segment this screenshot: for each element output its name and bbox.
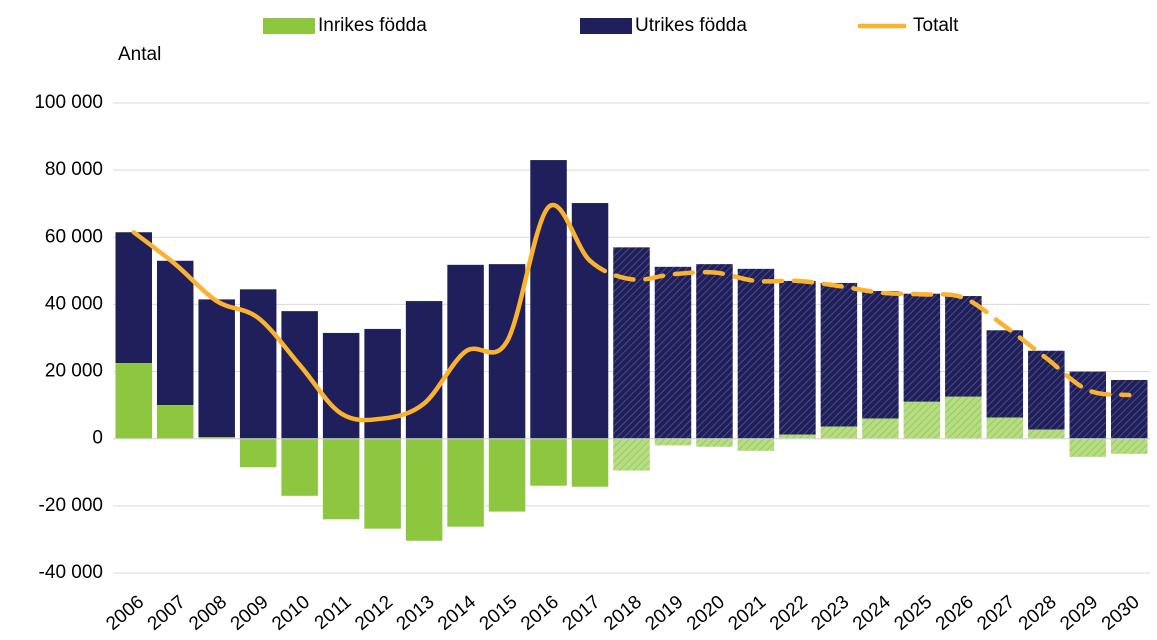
bar xyxy=(862,418,899,439)
x-tick-label: 2027 xyxy=(973,592,1019,635)
bar xyxy=(198,299,235,438)
x-tick-label: 2030 xyxy=(1098,592,1144,635)
bar xyxy=(1111,379,1148,439)
x-tick-label: 2022 xyxy=(766,592,812,635)
y-tick-label: 0 xyxy=(92,428,103,449)
x-tick-label: 2026 xyxy=(932,592,978,635)
bar xyxy=(1028,350,1065,430)
legend-swatch xyxy=(263,18,315,34)
y-tick-label: -20 000 xyxy=(39,495,103,516)
x-tick-label: 2025 xyxy=(890,592,936,635)
y-axis-label: Antal xyxy=(118,44,161,65)
bar xyxy=(779,280,816,435)
x-tick-label: 2011 xyxy=(311,592,356,634)
bar xyxy=(281,438,318,496)
bar xyxy=(281,311,318,439)
bar xyxy=(156,260,194,406)
bar xyxy=(613,438,650,471)
line xyxy=(131,202,593,423)
bar xyxy=(737,268,775,439)
bar xyxy=(322,332,360,439)
x-tick-label: 2017 xyxy=(559,592,605,635)
legend-label: Inrikes födda xyxy=(318,15,427,36)
bar xyxy=(696,438,733,447)
x-tick-label: 2023 xyxy=(807,592,853,635)
x-tick-label: 2021 xyxy=(724,592,770,635)
bar xyxy=(364,438,401,529)
y-tick-label: 80 000 xyxy=(45,159,103,180)
bar xyxy=(737,438,775,451)
line xyxy=(587,258,1132,398)
bar xyxy=(239,438,277,468)
bar xyxy=(239,289,277,439)
legend-label: Utrikes födda xyxy=(635,15,747,36)
bar xyxy=(1111,438,1148,454)
bar xyxy=(862,291,899,419)
bar xyxy=(198,437,235,439)
x-tick-label: 2016 xyxy=(517,592,563,635)
y-tick-label: 100 000 xyxy=(34,92,103,113)
bar xyxy=(364,328,401,439)
x-tick-label: 2013 xyxy=(393,592,439,635)
bar xyxy=(820,282,858,427)
x-tick-label: 2012 xyxy=(351,592,397,635)
x-tick-label: 2014 xyxy=(434,591,480,635)
bar xyxy=(696,264,733,439)
bar xyxy=(986,417,1024,439)
x-tick-label: 2019 xyxy=(642,592,688,635)
bar xyxy=(654,438,692,446)
bar xyxy=(447,438,484,527)
legend-swatch xyxy=(580,18,632,34)
x-tick-label: 2024 xyxy=(849,591,895,635)
x-tick-label: 2018 xyxy=(600,592,646,635)
bar xyxy=(1069,438,1107,457)
bar xyxy=(488,438,526,512)
x-tick-label: 2006 xyxy=(102,592,148,635)
x-tick-label: 2008 xyxy=(185,592,231,635)
y-tick-label: 40 000 xyxy=(45,293,103,314)
bar xyxy=(945,396,982,439)
bar xyxy=(903,293,941,402)
bar xyxy=(986,330,1024,418)
y-tick-label: -40 000 xyxy=(39,562,103,583)
bar xyxy=(945,296,982,397)
x-tick-label: 2028 xyxy=(1015,592,1061,635)
bar xyxy=(530,160,567,439)
bar xyxy=(903,401,941,439)
bar xyxy=(115,363,152,439)
bar xyxy=(654,266,692,439)
bar xyxy=(571,438,609,487)
x-tick-label: 2009 xyxy=(227,592,273,635)
bar xyxy=(322,438,360,520)
bar xyxy=(779,434,816,439)
x-tick-label: 2010 xyxy=(268,592,314,635)
legend-label: Totalt xyxy=(913,15,959,36)
bar xyxy=(530,438,567,486)
bar xyxy=(405,438,443,541)
y-tick-label: 20 000 xyxy=(45,361,103,382)
bar xyxy=(1028,429,1065,439)
x-tick-label: 2020 xyxy=(683,592,729,635)
bar xyxy=(156,405,194,439)
bar xyxy=(115,232,152,364)
x-tick-label: 2015 xyxy=(476,592,522,635)
bar xyxy=(820,426,858,439)
bar xyxy=(405,301,443,439)
x-tick-label: 2029 xyxy=(1056,592,1102,635)
x-tick-label: 2007 xyxy=(144,592,190,635)
y-tick-label: 60 000 xyxy=(45,226,103,247)
